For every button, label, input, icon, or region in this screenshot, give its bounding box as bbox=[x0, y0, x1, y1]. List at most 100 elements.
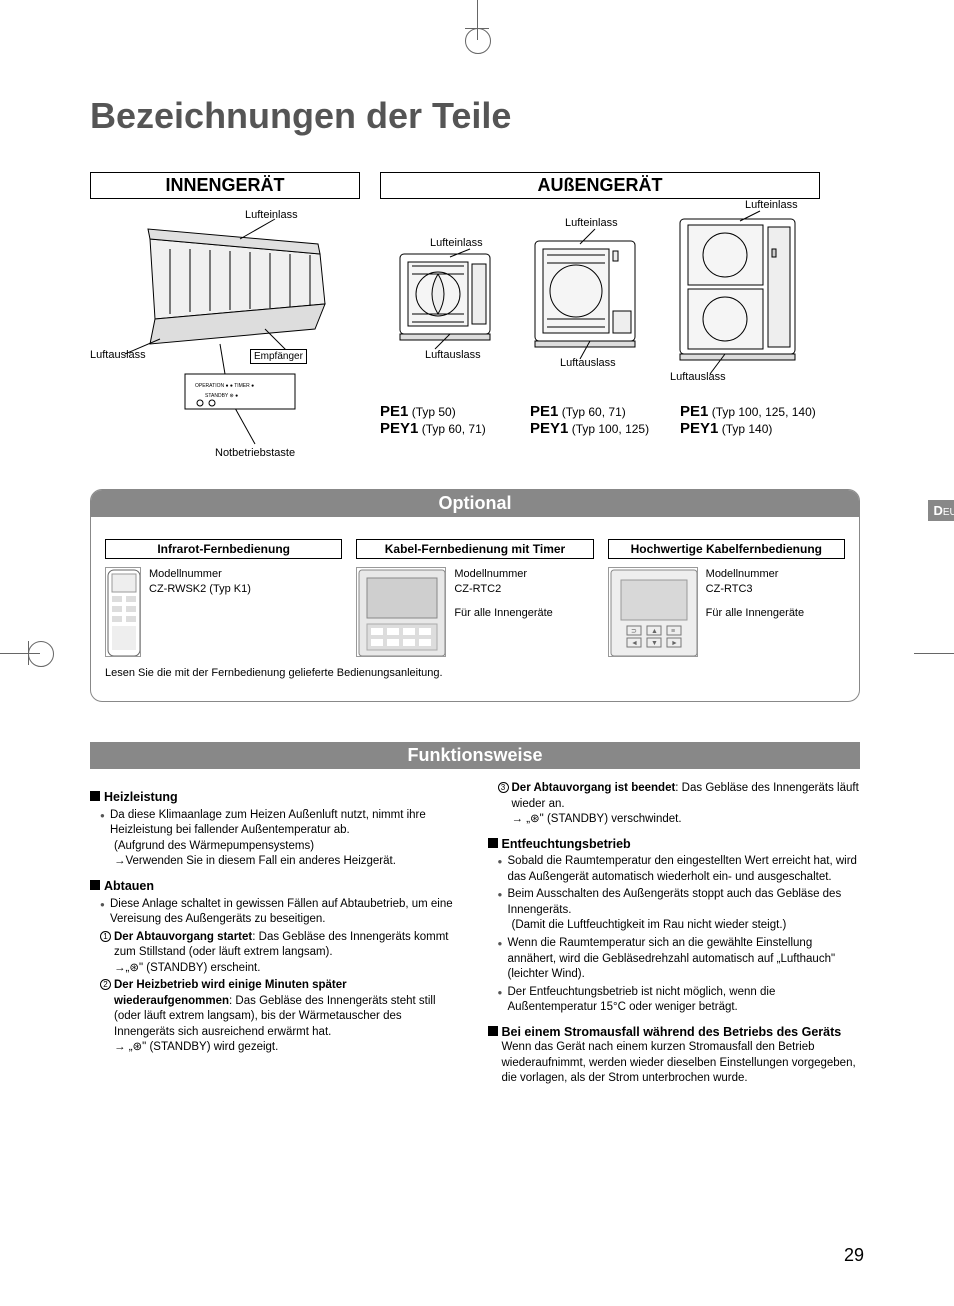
heiz-bullet1: Da diese Klimaanlage zum Heizen Außenluf… bbox=[110, 808, 463, 839]
abtau-n1: Der Abtauvorgang startet: Das Gebläse de… bbox=[114, 930, 463, 961]
label-luftauslass-indoor: Luftauslass bbox=[90, 349, 146, 361]
abtau-n2-s: → „⊛" (STANDBY) wird gezeigt. bbox=[114, 1040, 463, 1056]
svg-text:≡: ≡ bbox=[671, 628, 675, 635]
outdoor-header: AUßENGERÄT bbox=[380, 172, 820, 199]
opt-model-2: CZ-RTC2 bbox=[454, 582, 552, 597]
pe1-3-sub: (Typ 100, 125, 140) bbox=[712, 405, 816, 419]
crop-mark-right bbox=[914, 653, 954, 654]
optional-note: Lesen Sie die mit der Fernbedienung geli… bbox=[91, 667, 859, 683]
heading-stromausfall: Bei einem Stromausfall während des Betri… bbox=[488, 1024, 861, 1041]
entf-b3: Wenn die Raumtemperatur sich an die gewä… bbox=[508, 936, 861, 983]
optional-body: Infrarot-Fernbedienung Modellnummer bbox=[91, 517, 859, 667]
crop-mark-left-cross bbox=[28, 641, 29, 665]
indoor-header: INNENGERÄT bbox=[90, 172, 360, 199]
pey1-2: PEY1 bbox=[530, 420, 568, 437]
svg-text:▼: ▼ bbox=[651, 640, 658, 647]
entf-b4: Der Entfeuchtungsbetrieb ist nicht mögli… bbox=[508, 985, 861, 1016]
opt-title-3: Hochwertige Kabelfernbedienung bbox=[608, 539, 845, 559]
pe1-2: PE1 bbox=[530, 403, 558, 420]
opt-model-label-3: Modellnummer bbox=[706, 567, 804, 582]
opt-col-wired-timer: Kabel-Fernbedienung mit Timer M bbox=[356, 539, 593, 657]
entf-b2: Beim Ausschalten des Außengeräts stoppt … bbox=[508, 887, 861, 918]
units-row: INNENGERÄT Lufteinlass bbox=[90, 172, 860, 459]
label-lufteinlass-out3: Lufteinlass bbox=[745, 199, 798, 211]
model-col-2: PE1 (Typ 60, 71) PEY1 (Typ 100, 125) bbox=[530, 403, 670, 437]
opt-title-1: Infrarot-Fernbedienung bbox=[105, 539, 342, 559]
infrared-remote-icon bbox=[105, 567, 141, 657]
funk-col-right: 3Der Abtauvorgang ist beendet: Das Geblä… bbox=[488, 781, 861, 1087]
svg-text:⊃: ⊃ bbox=[631, 628, 637, 635]
entf-b2-p: (Damit die Luftfeuchtigkeit im Rau nicht… bbox=[512, 918, 861, 934]
pey1-3: PEY1 bbox=[680, 420, 718, 437]
abtau-n3: Der Abtauvorgang ist beendet: Das Gebläs… bbox=[512, 781, 861, 812]
abtau-n2: Der Heizbetrieb wird einige Minuten spät… bbox=[114, 978, 463, 1040]
outdoor-diagram: Lufteinlass Lufteinlass Lufteinlass Luft… bbox=[380, 199, 820, 399]
crop-mark-top bbox=[477, 0, 478, 40]
label-lufteinlass-out2: Lufteinlass bbox=[565, 217, 618, 229]
svg-text:OPERATION ● ● TIMER ●: OPERATION ● ● TIMER ● bbox=[195, 383, 254, 389]
opt-text-1: Modellnummer CZ-RWSK2 (Typ K1) bbox=[149, 567, 251, 657]
outdoor-units-svg bbox=[380, 199, 820, 399]
optional-section: Optional Infrarot-Fernbedienung bbox=[90, 489, 860, 702]
label-empfaenger: Empfänger bbox=[250, 349, 307, 364]
abtau-n1-s: →„⊛" (STANDBY) erscheint. bbox=[114, 961, 463, 977]
heiz-p1: (Aufgrund des Wärmepumpensystems) bbox=[114, 839, 463, 855]
opt-title-2: Kabel-Fernbedienung mit Timer bbox=[356, 539, 593, 559]
label-notbetrieb: Notbetriebstaste bbox=[215, 447, 295, 459]
highend-wired-remote-icon: ⊃ ▲ ≡ ◄ ▼ ► bbox=[608, 567, 698, 657]
abtau-n3-s: → „⊛" (STANDBY) verschwindet. bbox=[512, 812, 861, 828]
language-tab: DEUTSCH bbox=[928, 500, 954, 521]
page-number: 29 bbox=[844, 1245, 864, 1266]
opt-col-infrared: Infrarot-Fernbedienung Modellnummer bbox=[105, 539, 342, 657]
indoor-unit-box: INNENGERÄT Lufteinlass bbox=[90, 172, 360, 459]
opt-text-3: Modellnummer CZ-RTC3 Für alle Innengerät… bbox=[706, 567, 804, 657]
model-col-3: PE1 (Typ 100, 125, 140) PEY1 (Typ 140) bbox=[680, 403, 820, 437]
page-title: Bezeichnungen der Teile bbox=[90, 95, 860, 137]
funktionsweise-body: Heizleistung Da diese Klimaanlage zum He… bbox=[90, 781, 860, 1087]
funktionsweise-header: Funktionsweise bbox=[90, 742, 860, 769]
svg-text:◄: ◄ bbox=[631, 640, 638, 647]
outdoor-models: PE1 (Typ 50) PEY1 (Typ 60, 71) PE1 (Typ … bbox=[380, 403, 820, 437]
optional-header: Optional bbox=[91, 490, 859, 517]
heiz-p2: →Verwenden Sie in diesem Fall ein andere… bbox=[114, 854, 463, 870]
pe1-1: PE1 bbox=[380, 403, 408, 420]
opt-extra-3: Für alle Innengeräte bbox=[706, 606, 804, 621]
heading-abtauen: Abtauen bbox=[90, 878, 463, 895]
pey1-1: PEY1 bbox=[380, 420, 418, 437]
entf-b1: Sobald die Raumtemperatur den eingestell… bbox=[508, 854, 861, 885]
label-luftauslass-out3: Luftauslass bbox=[670, 371, 726, 383]
model-col-1: PE1 (Typ 50) PEY1 (Typ 60, 71) bbox=[380, 403, 520, 437]
heading-heizleistung: Heizleistung bbox=[90, 789, 463, 806]
indoor-unit-svg: OPERATION ● ● TIMER ● STANDBY ⊛ ● bbox=[90, 199, 360, 459]
svg-text:▲: ▲ bbox=[651, 628, 658, 635]
lang-big: D bbox=[933, 503, 942, 518]
opt-model-3: CZ-RTC3 bbox=[706, 582, 804, 597]
label-lufteinlass-out1: Lufteinlass bbox=[430, 237, 483, 249]
pey1-2-sub: (Typ 100, 125) bbox=[572, 422, 649, 436]
content: Bezeichnungen der Teile INNENGERÄT Lufte… bbox=[90, 95, 860, 1087]
pe1-2-sub: (Typ 60, 71) bbox=[562, 405, 626, 419]
pe1-3: PE1 bbox=[680, 403, 708, 420]
wired-timer-remote-icon bbox=[356, 567, 446, 657]
opt-extra-2: Für alle Innengeräte bbox=[454, 606, 552, 621]
page: DEUTSCH Bezeichnungen der Teile INNENGER… bbox=[0, 0, 954, 1306]
pe1-1-sub: (Typ 50) bbox=[412, 405, 456, 419]
strom-text: Wenn das Gerät nach einem kurzen Stromau… bbox=[502, 1040, 861, 1087]
abtau-bullet1: Diese Anlage schaltet in gewissen Fällen… bbox=[110, 897, 463, 928]
opt-text-2: Modellnummer CZ-RTC2 Für alle Innengerät… bbox=[454, 567, 552, 657]
svg-text:►: ► bbox=[671, 640, 678, 647]
opt-model-label-1: Modellnummer bbox=[149, 567, 251, 582]
opt-model-label-2: Modellnummer bbox=[454, 567, 552, 582]
funk-col-left: Heizleistung Da diese Klimaanlage zum He… bbox=[90, 781, 463, 1087]
heading-entfeuchtung: Entfeuchtungsbetrieb bbox=[488, 836, 861, 853]
opt-col-highend-wired: Hochwertige Kabelfernbedienung ⊃ ▲ ≡ ◄ ▼ ► bbox=[608, 539, 845, 657]
svg-text:STANDBY ⊛ ●: STANDBY ⊛ ● bbox=[205, 393, 238, 399]
crop-mark-top-cross bbox=[465, 28, 489, 29]
opt-model-1: CZ-RWSK2 (Typ K1) bbox=[149, 582, 251, 597]
label-luftauslass-out1: Luftauslass bbox=[425, 349, 481, 361]
pey1-1-sub: (Typ 60, 71) bbox=[422, 422, 486, 436]
label-luftauslass-out2: Luftauslass bbox=[560, 357, 616, 369]
indoor-diagram: Lufteinlass bbox=[90, 199, 360, 459]
outdoor-unit-box: AUßENGERÄT bbox=[380, 172, 820, 459]
pey1-3-sub: (Typ 140) bbox=[722, 422, 773, 436]
